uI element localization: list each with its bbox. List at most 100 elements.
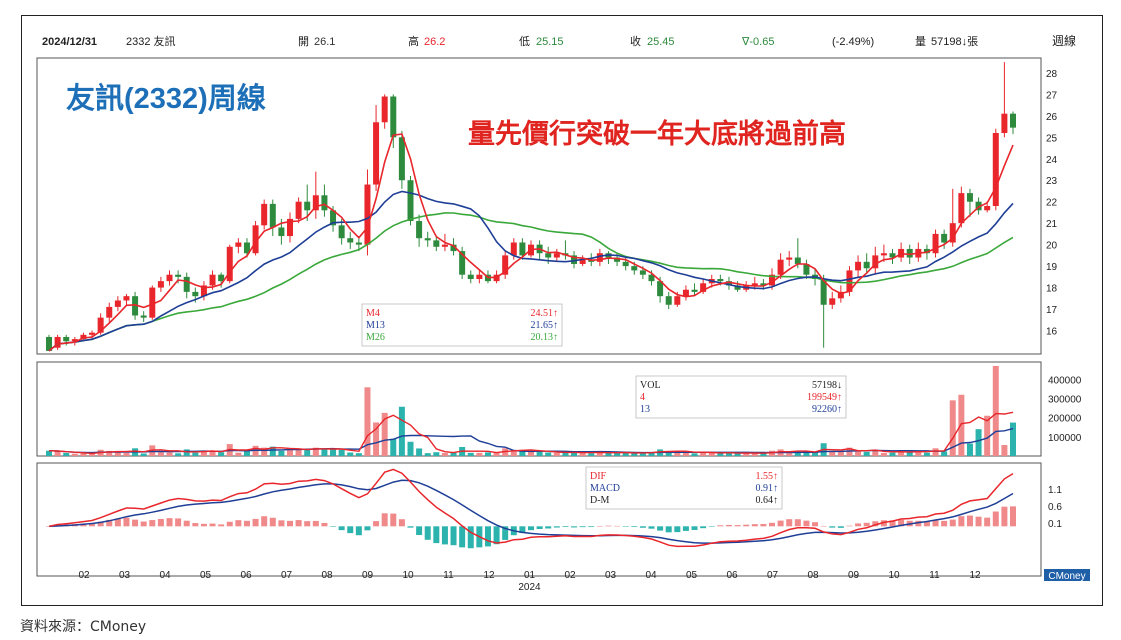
candle-body <box>657 281 664 297</box>
price-panel <box>36 57 1042 355</box>
macd-bar <box>347 526 354 534</box>
volume-tick-label: 100000 <box>1048 433 1082 444</box>
macd-bar <box>545 526 552 529</box>
volume-bar <box>1010 422 1016 456</box>
volume-bar <box>906 451 913 456</box>
volume-bar <box>915 451 922 456</box>
price-legend-value: 20.13↑ <box>531 332 559 343</box>
volume-bar <box>803 450 810 456</box>
volume-bar <box>691 453 698 456</box>
candle-body <box>872 255 879 269</box>
header-vol: 57198↓張 <box>931 35 978 48</box>
volume-bar <box>192 452 199 456</box>
x-year-label: 2024 <box>518 582 541 593</box>
macd-bar <box>898 519 905 527</box>
macd-bar <box>743 524 750 527</box>
header-open-label: 開 <box>298 35 309 48</box>
macd-bar <box>691 526 698 530</box>
price-tick-label: 27 <box>1046 90 1058 101</box>
volume-bar <box>106 450 113 456</box>
brand-text: CMoney <box>1048 571 1085 582</box>
macd-bar <box>97 521 104 527</box>
volume-bar <box>175 453 182 456</box>
macd-bar <box>450 526 457 546</box>
candle-body <box>571 255 578 264</box>
macd-bar <box>734 525 741 527</box>
candle-body <box>519 242 526 256</box>
volume-legend-label: 4 <box>640 392 645 403</box>
macd-bar <box>46 526 52 527</box>
candle-body <box>553 253 560 258</box>
macd-bar <box>398 519 405 527</box>
macd-bar <box>708 526 715 527</box>
macd-bar <box>123 517 130 527</box>
candle-body <box>157 281 164 288</box>
volume-bar <box>794 450 801 456</box>
volume-bar <box>975 429 982 456</box>
candle-body <box>433 240 440 247</box>
macd-bar <box>880 520 887 527</box>
candle-body <box>596 253 603 262</box>
candle-body <box>80 334 87 340</box>
price-tick-label: 24 <box>1046 155 1058 166</box>
candle-body <box>295 201 302 219</box>
volume-bar <box>528 451 534 456</box>
price-legend-box <box>361 303 563 347</box>
candle-body <box>243 242 250 254</box>
stock-chart: 2024/12/31 2332 友訊 開 26.1 高 26.2 低 25.15 收 25.45 ∇… <box>36 33 1090 593</box>
macd-bar <box>433 526 440 544</box>
candle-body <box>459 251 466 275</box>
candle-body <box>123 296 130 301</box>
volume-bar <box>1001 445 1008 456</box>
macd-bar <box>132 519 139 527</box>
macd-bar <box>562 526 569 528</box>
candle-body <box>287 218 293 237</box>
candle-body <box>338 225 345 239</box>
candle-body <box>958 193 965 224</box>
macd-bar <box>769 522 775 527</box>
macd-bar <box>932 520 939 527</box>
ma4-line <box>48 133 1014 352</box>
macd-bar <box>200 523 207 527</box>
x-month-label: 12 <box>969 570 981 581</box>
macd-bar <box>278 520 285 527</box>
macd-legend-value: 0.64↑ <box>756 495 779 506</box>
volume-bar <box>588 453 595 456</box>
volume-bar <box>648 452 655 456</box>
x-month-label: 12 <box>483 570 495 581</box>
volume-bar <box>545 452 552 456</box>
macd-bar <box>321 522 328 527</box>
candle-body <box>330 210 337 226</box>
macd-bar <box>596 525 603 527</box>
macd-bar <box>571 526 578 528</box>
macd-bar <box>863 522 870 527</box>
volume-bar <box>304 450 311 456</box>
macd-line <box>48 479 1014 544</box>
volume-ma4-line <box>48 411 1014 455</box>
macd-tick-label: 0.1 <box>1048 519 1062 530</box>
candle-body <box>175 274 182 277</box>
candle-body <box>932 233 939 254</box>
candle-body <box>786 257 793 260</box>
candle-body <box>407 180 414 222</box>
macd-bar <box>648 526 655 529</box>
price-legend-label: M4 <box>366 308 380 319</box>
macd-bar <box>657 526 664 531</box>
volume-bar <box>941 451 948 456</box>
macd-bar <box>528 526 534 531</box>
macd-legend-label: DIF <box>590 471 607 482</box>
candle-body <box>966 193 973 202</box>
macd-bar <box>949 519 956 527</box>
volume-bar <box>235 452 242 456</box>
volume-bar <box>54 451 61 456</box>
candle-body <box>614 257 621 262</box>
macd-tick-label: 1.1 <box>1048 485 1062 496</box>
candle-body <box>398 137 405 181</box>
macd-bar <box>183 520 190 527</box>
candle-body <box>183 276 190 292</box>
candle-body <box>734 285 741 290</box>
volume-bar <box>450 452 457 456</box>
header-close: 25.45 <box>647 36 675 48</box>
candle-body <box>192 291 199 297</box>
candle-body <box>941 233 948 243</box>
